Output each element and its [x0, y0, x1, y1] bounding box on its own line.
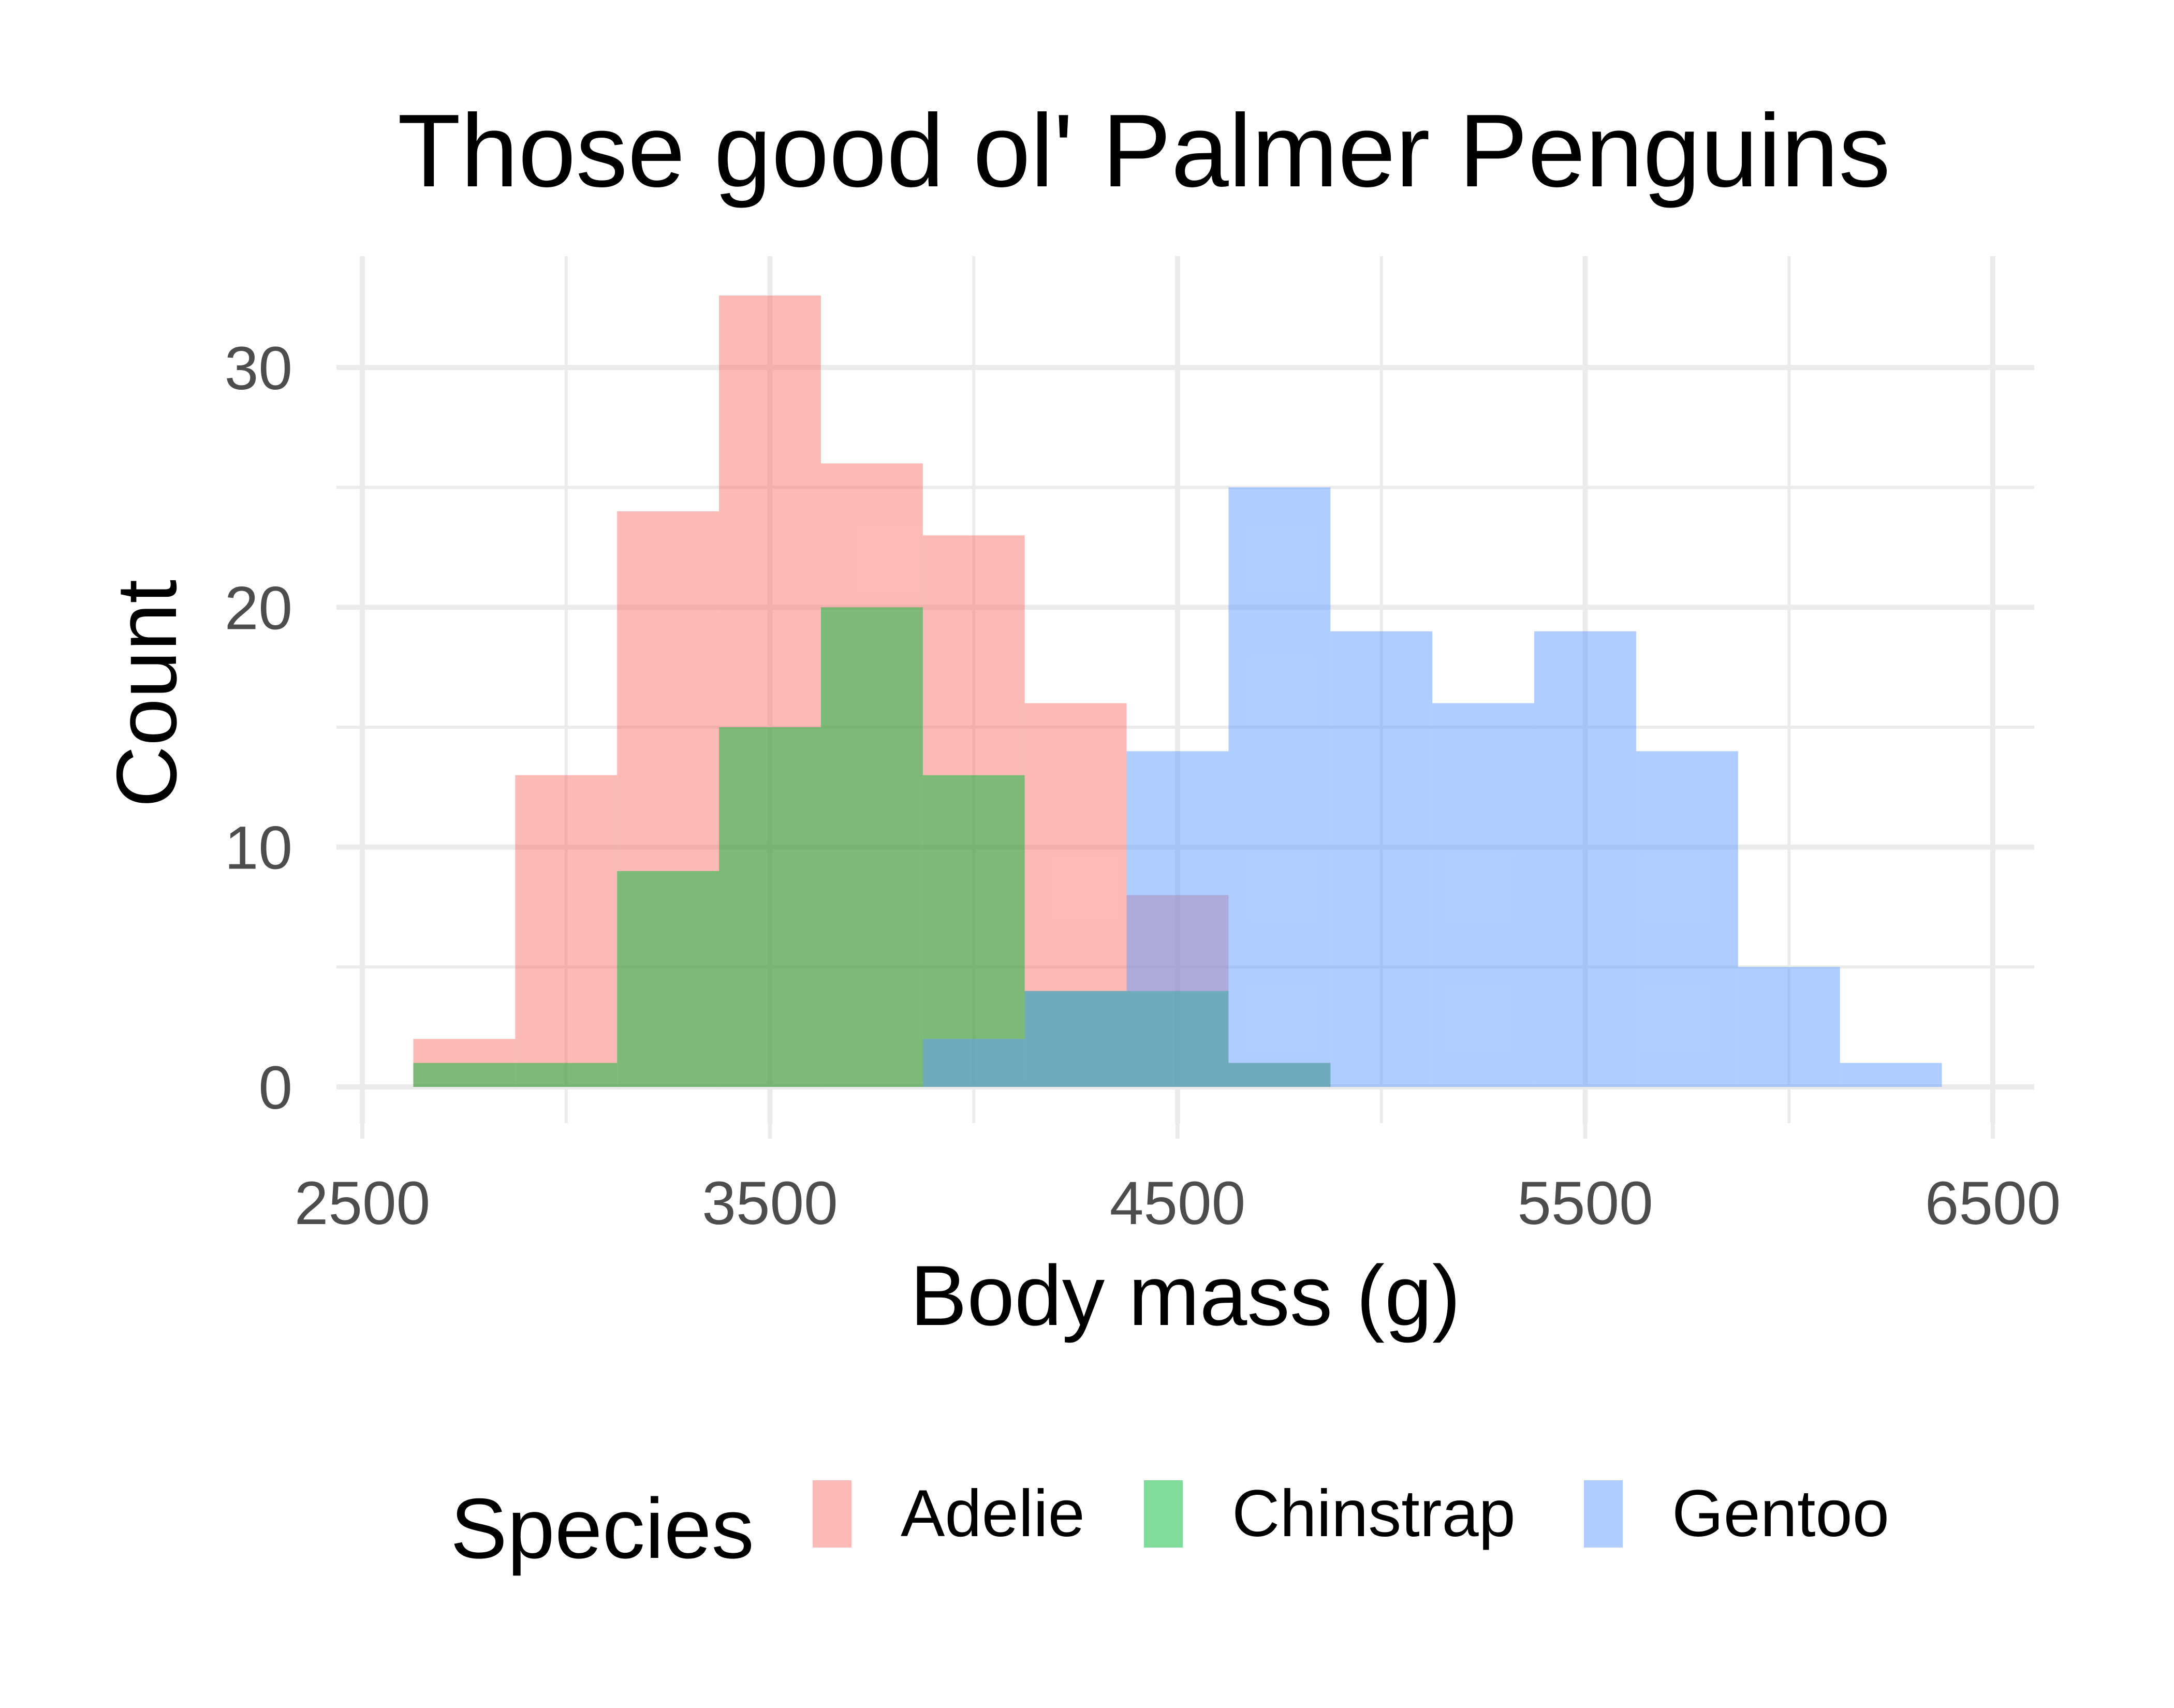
- bar-chinstrap: [922, 775, 1025, 1087]
- bar-gentoo: [1228, 487, 1331, 1087]
- bar-gentoo: [1534, 631, 1636, 1087]
- chart-title: Those good ol' Palmer Penguins: [398, 93, 1890, 209]
- x-tick-label: 4500: [1110, 1169, 1246, 1238]
- bar-gentoo: [1024, 991, 1127, 1087]
- legend-title: Species: [450, 1481, 754, 1576]
- legend-label-chinstrap: Chinstrap: [1232, 1477, 1516, 1551]
- bar-gentoo: [1636, 751, 1738, 1087]
- x-axis-ticks: 2500 3500 4500 5500 6500: [295, 1123, 2061, 1238]
- bar-gentoo: [1738, 967, 1840, 1087]
- bar-chinstrap: [820, 607, 923, 1087]
- bar-gentoo: [1432, 703, 1535, 1087]
- bar-gentoo: [922, 1039, 1025, 1087]
- y-tick-label: 0: [258, 1054, 292, 1122]
- legend-swatch-adelie: [813, 1480, 851, 1548]
- bar-gentoo: [1330, 631, 1433, 1087]
- legend-label-adelie: Adelie: [901, 1477, 1085, 1551]
- x-tick-label: 2500: [295, 1169, 431, 1238]
- y-axis-title: Count: [99, 580, 194, 807]
- bar-adelie: [515, 775, 618, 1087]
- histogram-bars: [413, 296, 1942, 1087]
- x-tick-label: 5500: [1517, 1169, 1653, 1238]
- series-chinstrap: [413, 607, 1331, 1087]
- y-axis-ticks: 0 10 20 30: [225, 334, 352, 1122]
- bar-chinstrap: [719, 727, 821, 1087]
- y-tick-label: 20: [225, 574, 292, 642]
- bar-gentoo: [1126, 751, 1229, 1087]
- bar-gentoo: [1840, 1063, 1942, 1087]
- x-tick-label: 6500: [1925, 1169, 2061, 1238]
- legend: Species Adelie Chinstrap Gentoo: [450, 1477, 1889, 1576]
- series-gentoo: [922, 487, 1942, 1087]
- legend-swatch-chinstrap: [1144, 1480, 1183, 1548]
- bar-chinstrap: [413, 1063, 516, 1087]
- x-tick-label: 3500: [702, 1169, 838, 1238]
- y-tick-label: 30: [225, 334, 292, 403]
- bar-chinstrap: [617, 871, 719, 1087]
- x-axis-title: Body mass (g): [910, 1248, 1461, 1343]
- legend-swatch-gentoo: [1584, 1480, 1623, 1548]
- y-tick-label: 10: [225, 814, 292, 882]
- legend-label-gentoo: Gentoo: [1672, 1477, 1889, 1551]
- bar-chinstrap: [515, 1063, 618, 1087]
